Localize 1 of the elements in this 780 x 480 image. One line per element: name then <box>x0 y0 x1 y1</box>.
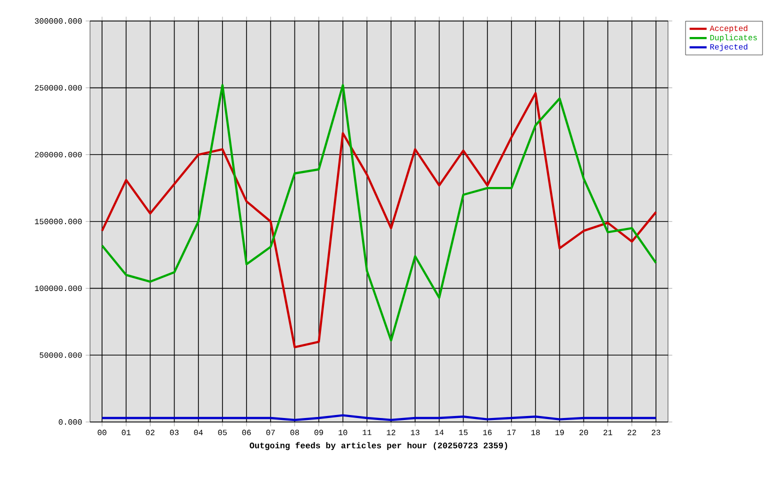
x-axis-title: Outgoing feeds by articles per hour (20250723 2359) <box>250 442 508 450</box>
